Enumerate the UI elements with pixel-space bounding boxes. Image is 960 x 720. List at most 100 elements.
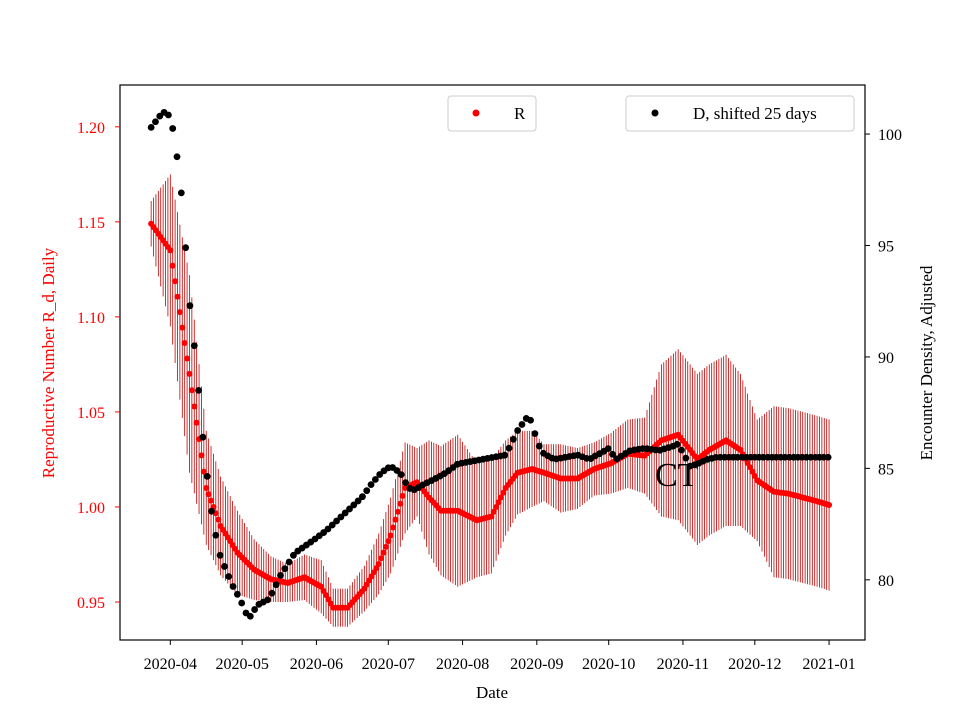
d-point [501, 451, 509, 459]
r-point [500, 489, 507, 496]
d-point [216, 551, 224, 559]
d-point [824, 453, 832, 461]
left-y-tick-label: 1.15 [77, 215, 105, 232]
d-point [328, 521, 336, 529]
x-tick-label: 2020-12 [728, 656, 781, 673]
d-point [531, 430, 539, 438]
right-y-axis-ticks: 80 85 90 95 100 [865, 127, 902, 590]
r-point [176, 309, 183, 316]
x-tick-label: 2020-07 [362, 656, 415, 673]
d-point [609, 450, 616, 458]
d-point [285, 558, 293, 566]
r-point [200, 468, 207, 475]
r-point [191, 403, 198, 410]
left-y-tick-label: 1.10 [77, 310, 105, 327]
r-point [193, 419, 200, 426]
r-point [186, 370, 193, 377]
r-point [198, 452, 205, 459]
d-point [509, 435, 517, 443]
d-point [324, 525, 332, 533]
d-point [221, 563, 228, 570]
left-y-tick-label: 1.20 [77, 120, 105, 137]
d-point [371, 476, 379, 483]
right-y-tick-label: 100 [878, 127, 902, 144]
r-point [488, 513, 495, 520]
d-point [164, 111, 172, 119]
r-point [392, 516, 399, 523]
d-point [604, 445, 612, 453]
d-point [212, 531, 220, 539]
r-point [179, 324, 186, 331]
d-point [333, 517, 340, 525]
d-point [337, 513, 345, 521]
d-point [678, 446, 685, 454]
x-tick-label: 2020-04 [144, 656, 197, 673]
r-point [497, 494, 504, 501]
r-point [385, 538, 392, 545]
r-point [205, 491, 212, 498]
annotation-ct: CT [655, 457, 699, 494]
r-point [495, 499, 502, 506]
d-point [346, 505, 353, 513]
d-point [246, 612, 254, 620]
r-point [174, 293, 181, 300]
r-point [203, 484, 210, 491]
x-axis-ticks: 2020-04 2020-05 2020-06 2020-07 2020-08 2020-… [144, 640, 856, 673]
d-point [208, 507, 215, 515]
legend-d-label: D, shifted 25 days [693, 104, 817, 123]
d-point [354, 497, 362, 505]
d-point [186, 302, 194, 310]
r-point [208, 497, 215, 504]
d-point [233, 590, 241, 598]
d-point [518, 421, 526, 428]
d-point [367, 481, 375, 489]
d-point [182, 244, 190, 252]
d-point [359, 493, 366, 501]
r-point [399, 492, 406, 499]
r-point [169, 262, 176, 269]
r-point [387, 532, 394, 539]
r-point [382, 543, 389, 550]
left-y-tick-label: 0.95 [77, 595, 105, 612]
right-y-tick-label: 80 [878, 573, 894, 590]
d-point [350, 501, 358, 509]
r-point [215, 516, 222, 523]
right-y-tick-label: 85 [878, 461, 894, 478]
d-point [535, 442, 543, 450]
left-y-tick-label: 1.05 [77, 405, 105, 422]
r-point [493, 503, 500, 510]
legend-d-marker [651, 109, 659, 117]
d-point [264, 596, 271, 604]
d-point [682, 454, 690, 462]
r-point [490, 508, 497, 515]
r-point [390, 524, 397, 531]
d-point [190, 342, 198, 350]
right-y-tick-label: 95 [878, 238, 894, 255]
r-point [394, 508, 401, 515]
x-tick-label: 2020-09 [510, 656, 563, 673]
r-series-layer [148, 220, 833, 611]
r-point [184, 355, 191, 362]
left-y-axis-label: Reproductive Number R_d, Daily [39, 247, 58, 478]
r-point [380, 549, 387, 556]
d-point [393, 467, 401, 474]
r-point [181, 340, 188, 347]
r-point [375, 560, 382, 567]
d-point [268, 589, 276, 597]
right-y-axis-label: Encounter Density, Adjusted [917, 265, 936, 460]
x-tick-label: 2020-08 [436, 656, 489, 673]
d-point [397, 471, 405, 479]
legend-r-box [447, 95, 537, 132]
d-point [277, 571, 284, 579]
d-point [402, 479, 409, 487]
d-point [225, 573, 233, 580]
d-point [195, 386, 202, 394]
d-point [290, 551, 297, 559]
d-series-layer [147, 108, 832, 620]
r-point [172, 278, 179, 285]
x-axis-label: Date [476, 683, 508, 702]
d-point [169, 125, 177, 132]
r-point [397, 500, 404, 507]
d-point [272, 581, 280, 589]
